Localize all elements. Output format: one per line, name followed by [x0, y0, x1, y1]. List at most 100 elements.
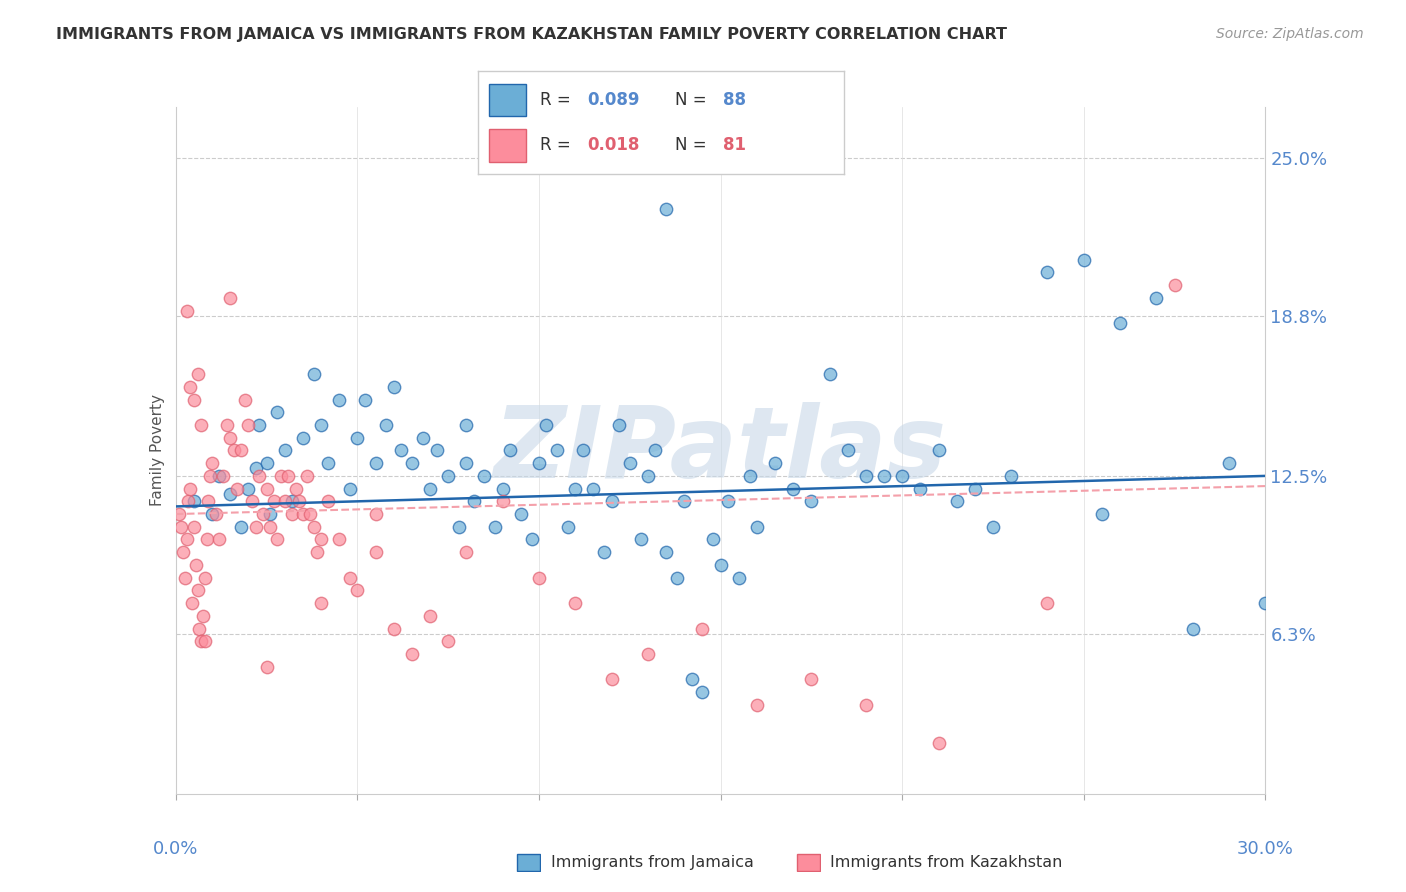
Point: [266, 533, 288, 547]
Point: [170, 520, 193, 534]
Point: [818, 367, 841, 381]
Point: [191, 608, 214, 623]
Point: [499, 443, 522, 458]
Text: 0.089: 0.089: [588, 91, 640, 109]
Point: [281, 507, 304, 521]
Point: [195, 533, 218, 547]
Point: [456, 545, 478, 559]
Point: [600, 494, 623, 508]
Point: [607, 417, 630, 432]
Point: [389, 443, 412, 458]
Point: [302, 520, 325, 534]
Point: [727, 571, 749, 585]
Point: [233, 392, 256, 407]
Point: [447, 520, 470, 534]
Point: [328, 533, 350, 547]
Point: [177, 494, 200, 508]
Point: [186, 367, 209, 381]
Point: [655, 202, 678, 216]
Point: [270, 469, 292, 483]
Point: [1036, 265, 1059, 279]
Point: [593, 545, 616, 559]
Text: R =: R =: [540, 91, 576, 109]
Point: [891, 469, 914, 483]
Point: [188, 622, 211, 636]
Point: [222, 443, 245, 458]
Point: [419, 608, 441, 623]
Point: [346, 583, 368, 598]
Point: [183, 392, 205, 407]
Bar: [489, 84, 526, 117]
Point: [437, 634, 460, 648]
Point: [364, 545, 387, 559]
Point: [1109, 316, 1132, 330]
Point: [318, 456, 340, 470]
Point: [564, 596, 586, 610]
Point: [910, 482, 932, 496]
Point: [692, 685, 714, 699]
Point: [201, 507, 224, 521]
Point: [401, 456, 423, 470]
Point: [291, 431, 314, 445]
Point: [1091, 507, 1114, 521]
Point: [172, 545, 194, 559]
Text: IMMIGRANTS FROM JAMAICA VS IMMIGRANTS FROM KAZAKHSTAN FAMILY POVERTY CORRELATION: IMMIGRANTS FROM JAMAICA VS IMMIGRANTS FR…: [56, 27, 1007, 42]
Point: [266, 405, 288, 419]
Point: [173, 571, 195, 585]
Point: [738, 469, 761, 483]
Point: [855, 469, 877, 483]
Point: [527, 571, 550, 585]
Point: [215, 417, 238, 432]
Point: [474, 469, 496, 483]
Point: [564, 482, 586, 496]
Point: [456, 417, 478, 432]
Point: [208, 469, 231, 483]
Point: [745, 520, 768, 534]
Point: [181, 596, 204, 610]
Point: [509, 507, 531, 521]
Text: 88: 88: [723, 91, 747, 109]
Point: [673, 494, 696, 508]
Point: [212, 469, 235, 483]
Point: [1146, 291, 1168, 305]
Point: [263, 494, 285, 508]
Point: [204, 507, 226, 521]
Point: [274, 443, 297, 458]
Point: [527, 456, 550, 470]
Point: [463, 494, 485, 508]
Point: [981, 520, 1004, 534]
Point: [928, 443, 950, 458]
Point: [353, 392, 375, 407]
Text: N =: N =: [675, 136, 713, 154]
Point: [238, 417, 260, 432]
Point: [200, 469, 222, 483]
Point: [600, 673, 623, 687]
Point: [382, 622, 405, 636]
Point: [534, 417, 557, 432]
Point: [256, 482, 278, 496]
Point: [201, 456, 224, 470]
Point: [419, 482, 441, 496]
Point: [309, 417, 332, 432]
Point: [666, 571, 689, 585]
Point: [247, 469, 270, 483]
Point: [745, 698, 768, 712]
Point: [346, 431, 368, 445]
Point: [401, 647, 423, 661]
Point: [190, 634, 212, 648]
Point: [318, 494, 340, 508]
Point: [194, 634, 217, 648]
Point: [288, 494, 311, 508]
Bar: [489, 128, 526, 161]
Point: [364, 507, 387, 521]
Point: [245, 520, 267, 534]
Point: [183, 494, 205, 508]
Point: [274, 494, 297, 508]
Point: [456, 456, 478, 470]
Point: [681, 673, 703, 687]
Point: [520, 533, 543, 547]
Point: [328, 392, 350, 407]
Text: Immigrants from Kazakhstan: Immigrants from Kazakhstan: [830, 855, 1062, 870]
Point: [763, 456, 786, 470]
Point: [307, 545, 329, 559]
